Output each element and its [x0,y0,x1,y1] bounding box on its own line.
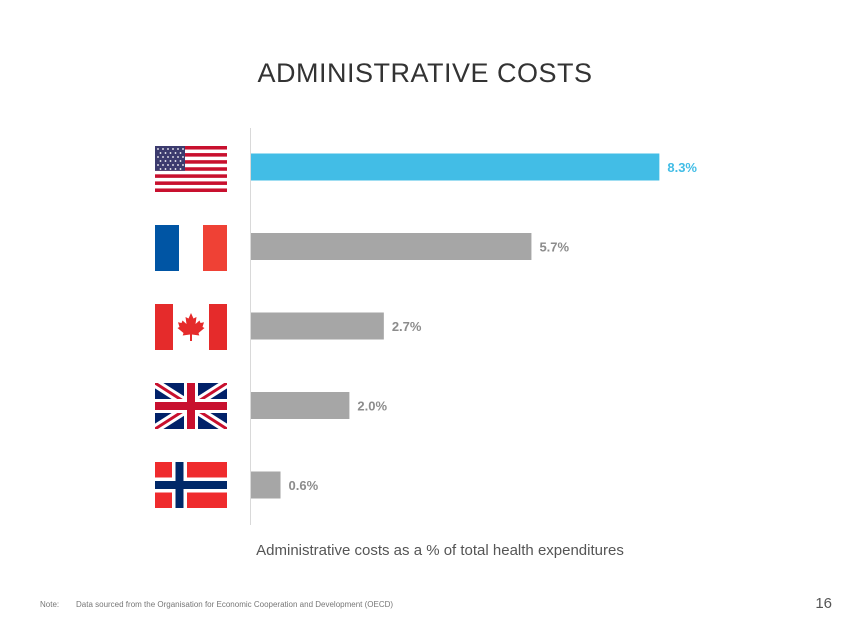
bar-us [251,153,660,181]
x-axis-label: Administrative costs as a % of total hea… [256,542,624,559]
canada-flag-icon [155,304,227,350]
bar-value-label: 2.0% [357,399,387,414]
norway-flag-icon [155,462,227,508]
bar-value-label: 5.7% [539,240,569,255]
bar-canada [251,312,384,340]
note-label: Note: [40,600,60,609]
bar-value-label: 8.3% [667,160,697,175]
uk-flag-icon [155,383,227,429]
bar-france [251,233,532,260]
source-note: Note: Data sourced from the Organisation … [40,600,393,609]
note-text: Data sourced from the Organisation for E… [76,600,394,609]
bar-uk [251,392,350,419]
us-flag-icon [155,146,227,192]
bar-norway [251,471,281,499]
france-flag-icon [155,225,227,271]
bar-value-label: 0.6% [289,478,319,493]
page-number: 16 [815,595,832,612]
bar-value-label: 2.7% [392,319,422,334]
chart-title: ADMINISTRATIVE COSTS [257,58,593,88]
bar-chart: 8.3% 5.7% 2.7% 2.0% 0.6% [155,128,697,525]
